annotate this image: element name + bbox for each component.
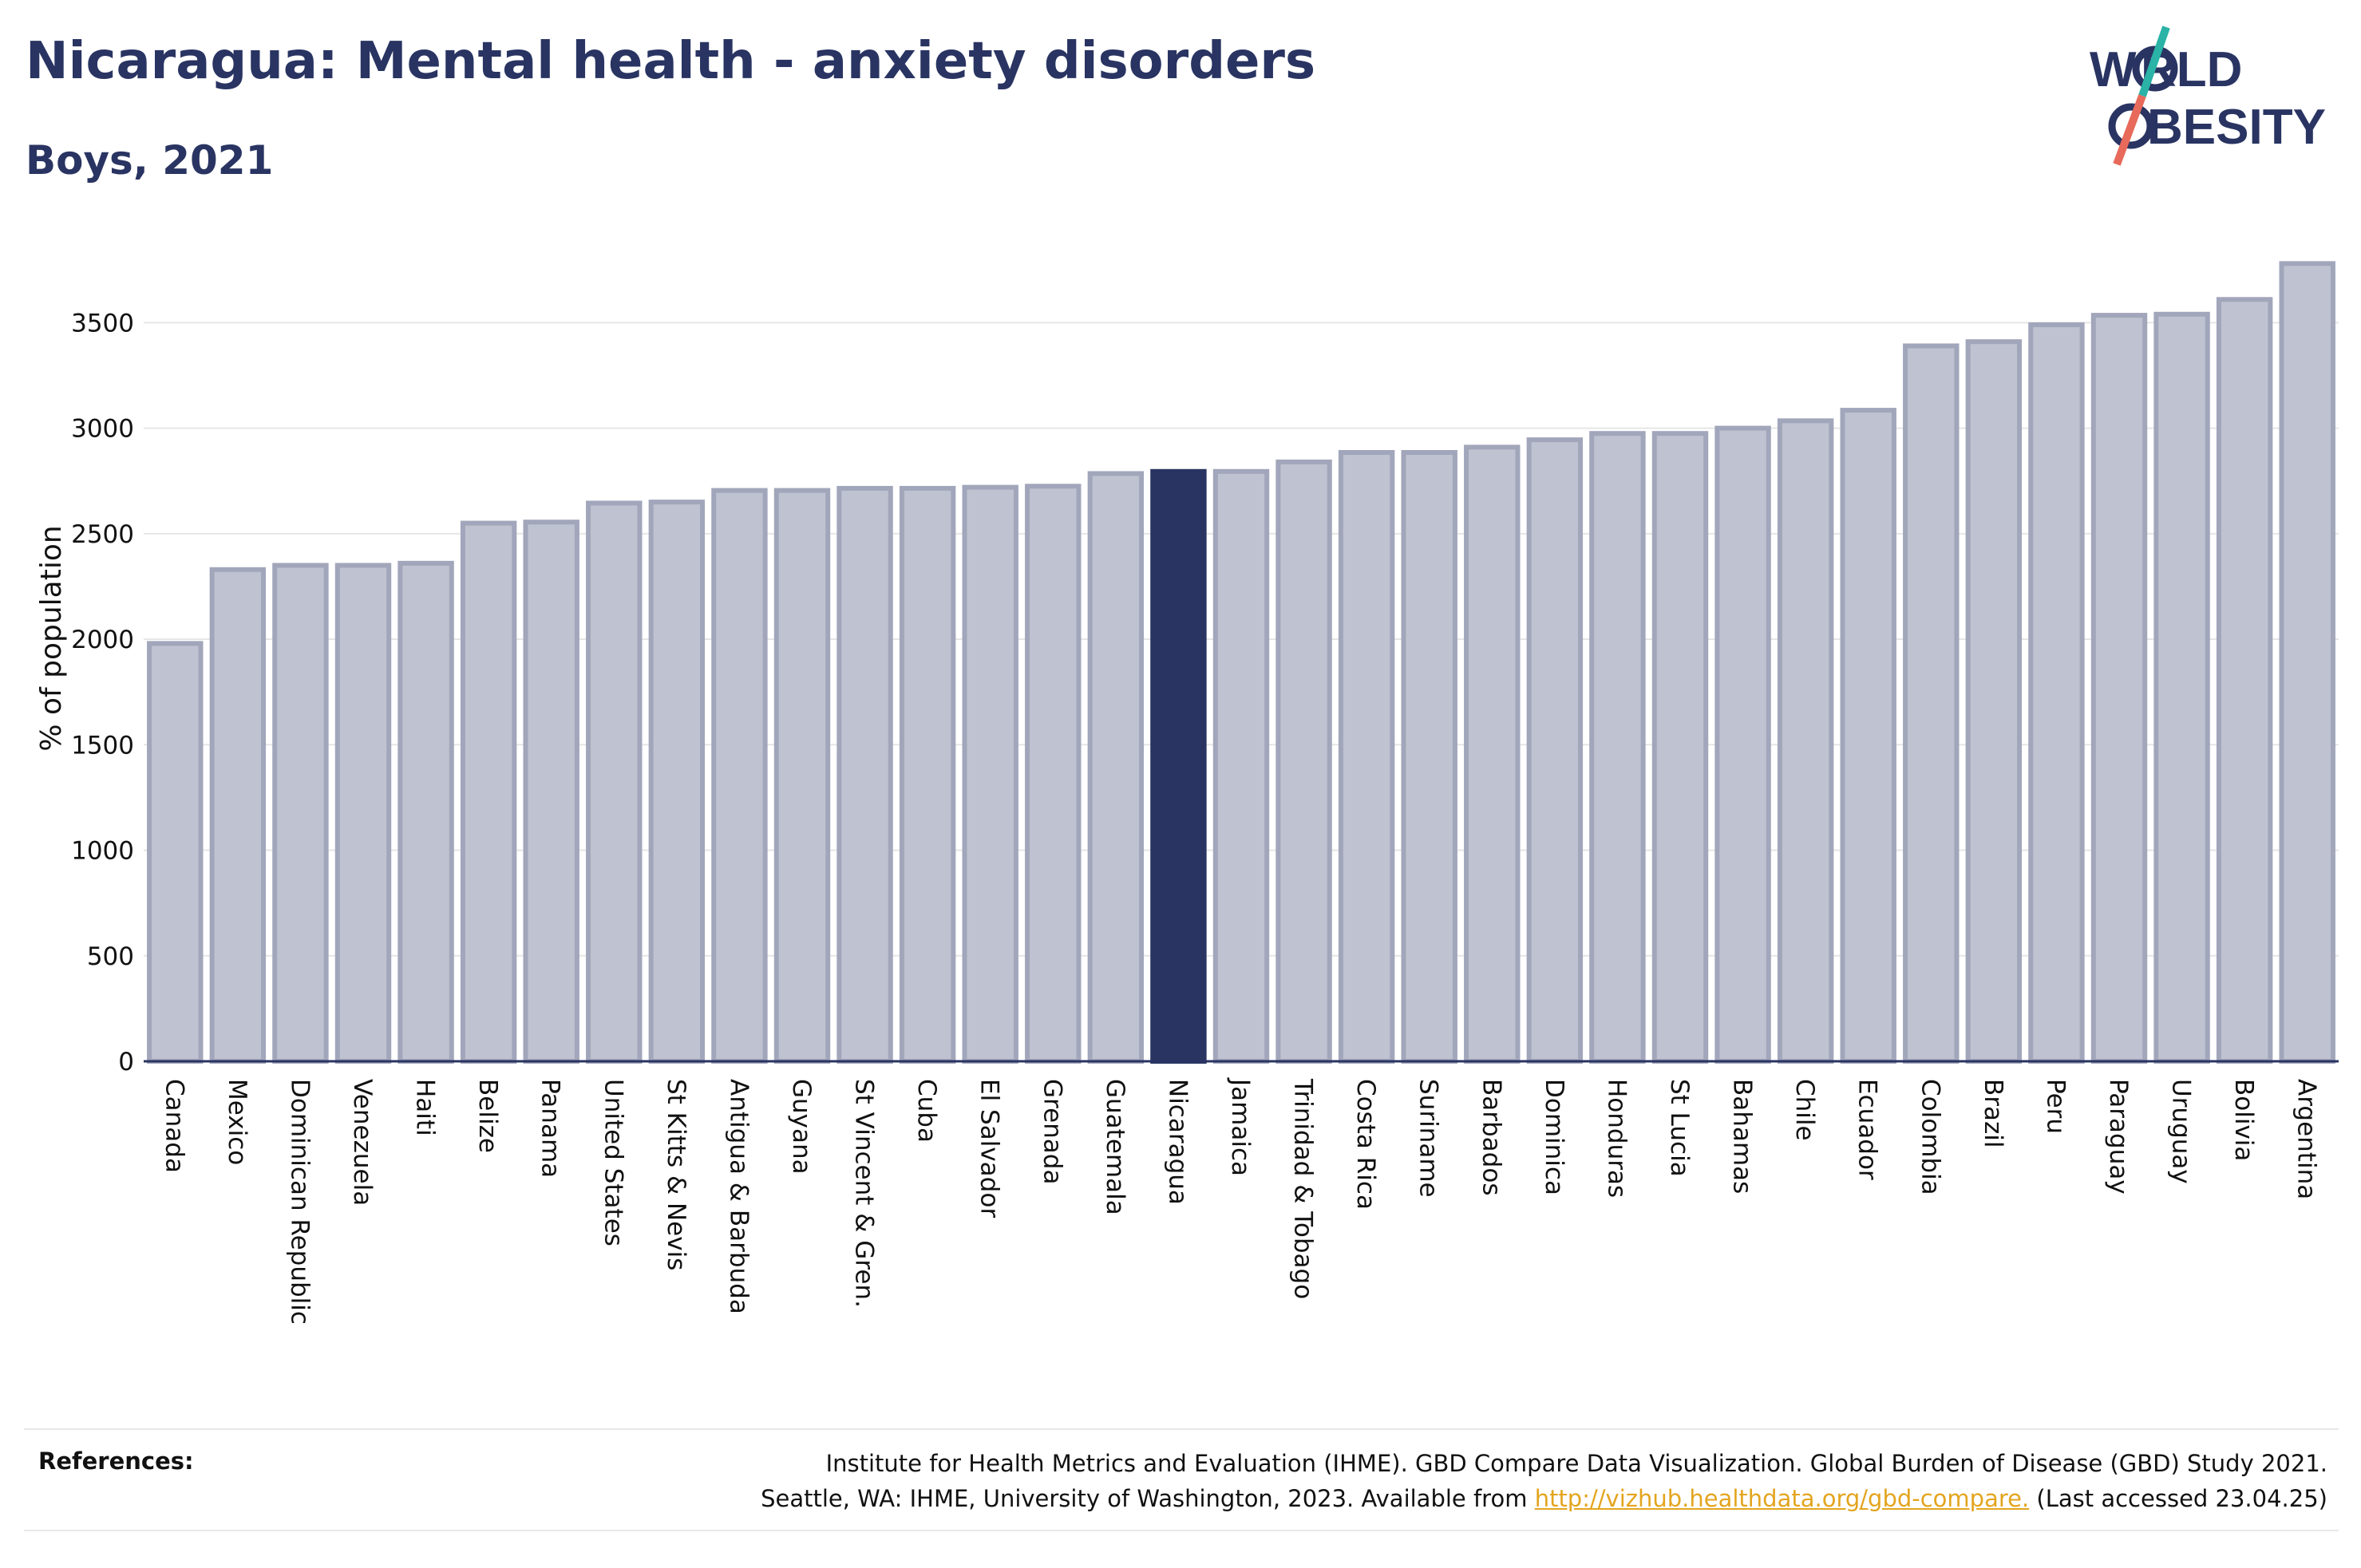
bar-suriname <box>1401 449 1457 1064</box>
x-category-label: St Vincent & Gren. <box>850 1079 879 1308</box>
x-category-label: St Lucia <box>1665 1079 1694 1177</box>
x-category-label: Costa Rica <box>1351 1079 1380 1210</box>
x-category-label: Barbados <box>1477 1079 1505 1195</box>
y-tick-label: 2000 <box>71 626 134 654</box>
x-category-label: Belize <box>473 1079 502 1153</box>
bar-chart: 0 500 1000 1500 2000 2500 3000 3500 Canada Mexic… <box>35 261 2339 1325</box>
x-category-label: United States <box>599 1079 627 1246</box>
bar-antigua-barbuda <box>711 488 768 1064</box>
bar-jamaica <box>1212 468 1270 1064</box>
y-axis-label: % of population <box>35 525 68 751</box>
x-category-label: Canada <box>160 1079 188 1173</box>
bar-mexico <box>209 567 267 1064</box>
bar-venezuela <box>334 563 392 1064</box>
x-category-label: Dominica <box>1540 1079 1568 1195</box>
bar-argentina <box>2279 261 2335 1064</box>
x-category-label: Peru <box>2041 1079 2070 1134</box>
x-category-label: Jamaica <box>1226 1077 1255 1176</box>
y-tick-label: 3500 <box>71 309 134 338</box>
x-category-label: Guatemala <box>1101 1079 1129 1215</box>
y-tick-label: 0 <box>118 1048 134 1076</box>
references-text: Institute for Health Metrics and Evaluat… <box>761 1446 2327 1516</box>
world-obesity-logo: W RLD BESITY <box>2090 26 2326 166</box>
x-category-label: Haiti <box>411 1079 440 1136</box>
bar-st-vincent-gren- <box>836 485 893 1064</box>
bar-dominican-republic <box>272 563 329 1064</box>
x-category-label: Brazil <box>1979 1079 2007 1148</box>
logo-slash-teal <box>2138 26 2170 97</box>
x-category-label: Suriname <box>1414 1079 1443 1198</box>
y-tick-labels: 0 500 1000 1500 2000 2500 3000 3500 <box>71 309 134 1076</box>
x-category-labels: Canada Mexico Dominican Republic Venezuela H… <box>160 1077 2320 1325</box>
x-category-label: Antigua & Barbuda <box>724 1079 753 1314</box>
bar-guyana <box>773 488 831 1064</box>
y-tick-label: 1000 <box>71 837 134 866</box>
x-category-label: Guyana <box>787 1079 816 1175</box>
x-category-label: St Kitts & Nevis <box>662 1079 690 1270</box>
bar-cuba <box>899 485 956 1064</box>
x-category-label: Paraguay <box>2104 1079 2133 1195</box>
x-category-label: Honduras <box>1602 1079 1631 1198</box>
x-category-label: Mexico <box>223 1079 251 1165</box>
bar-nicaragua <box>1150 468 1207 1064</box>
y-tick-label: 500 <box>87 942 134 971</box>
x-category-label: Trinidad & Tobago <box>1289 1078 1318 1299</box>
bar-bahamas <box>1714 425 1771 1064</box>
bar-belize <box>460 520 517 1064</box>
x-category-label: Venezuela <box>348 1079 377 1206</box>
logo-slash-coral <box>2113 94 2146 166</box>
reference-line2-suffix: (Last accessed 23.04.25) <box>2029 1485 2327 1512</box>
bar-costa-rica <box>1338 449 1395 1064</box>
logo-line2: BESITY <box>2147 100 2326 155</box>
bar-peru <box>2028 322 2085 1064</box>
x-category-label: Bahamas <box>1728 1079 1757 1194</box>
logo-line1: W <box>2090 42 2137 97</box>
bar-el-salvador <box>962 484 1018 1064</box>
bar-canada <box>147 641 204 1064</box>
bar-panama <box>523 519 579 1064</box>
y-tick-label: 1500 <box>71 731 134 760</box>
references-section: References: Institute for Health Metrics… <box>24 1428 2339 1531</box>
x-category-label: Colombia <box>1916 1079 1944 1195</box>
bar-paraguay <box>2090 313 2148 1064</box>
reference-line2-prefix: Seattle, WA: IHME, University of Washing… <box>761 1485 1535 1512</box>
logo-ring-bottom <box>2108 103 2154 149</box>
y-tick-label: 2500 <box>71 520 134 549</box>
bar-chile <box>1777 418 1834 1064</box>
y-tick-label: 3000 <box>71 415 134 444</box>
chart-title: Nicaragua: Mental health - anxiety disor… <box>26 32 1316 91</box>
bar-bolivia <box>2216 297 2273 1064</box>
x-category-label: Bolivia <box>2229 1079 2258 1161</box>
bar-st-kitts-nevis <box>648 500 706 1064</box>
references-label: References: <box>38 1448 194 1475</box>
bar-trinidad-tobago <box>1275 459 1332 1064</box>
bar-brazil <box>1965 339 2023 1064</box>
bar-uruguay <box>2153 311 2210 1064</box>
bar-st-lucia <box>1651 431 1709 1064</box>
x-category-label: Chile <box>1790 1079 1819 1141</box>
bar-haiti <box>397 560 454 1064</box>
bars <box>147 261 2335 1064</box>
bar-ecuador <box>1840 408 1896 1064</box>
bar-guatemala <box>1087 471 1145 1064</box>
x-category-label: Cuba <box>912 1079 941 1143</box>
x-category-label: Panama <box>536 1079 565 1178</box>
x-category-label: Dominican Republic <box>285 1079 314 1325</box>
x-category-label: El Salvador <box>975 1079 1004 1218</box>
x-category-label: Uruguay <box>2167 1079 2196 1184</box>
x-category-label: Argentina <box>2292 1079 2321 1199</box>
x-category-label: Ecuador <box>1853 1079 1882 1180</box>
bar-honduras <box>1589 431 1646 1064</box>
x-category-label: Grenada <box>1038 1079 1066 1184</box>
bar-united-states <box>586 500 643 1064</box>
bar-barbados <box>1464 444 1521 1064</box>
bar-grenada <box>1025 484 1082 1064</box>
reference-link[interactable]: http://vizhub.healthdata.org/gbd-compare… <box>1534 1485 2030 1512</box>
bar-colombia <box>1903 343 1960 1064</box>
x-category-label: Nicaragua <box>1163 1079 1192 1205</box>
bar-dominica <box>1526 437 1584 1064</box>
reference-line1: Institute for Health Metrics and Evaluat… <box>825 1450 2327 1477</box>
chart-subtitle: Boys, 2021 <box>26 137 274 184</box>
